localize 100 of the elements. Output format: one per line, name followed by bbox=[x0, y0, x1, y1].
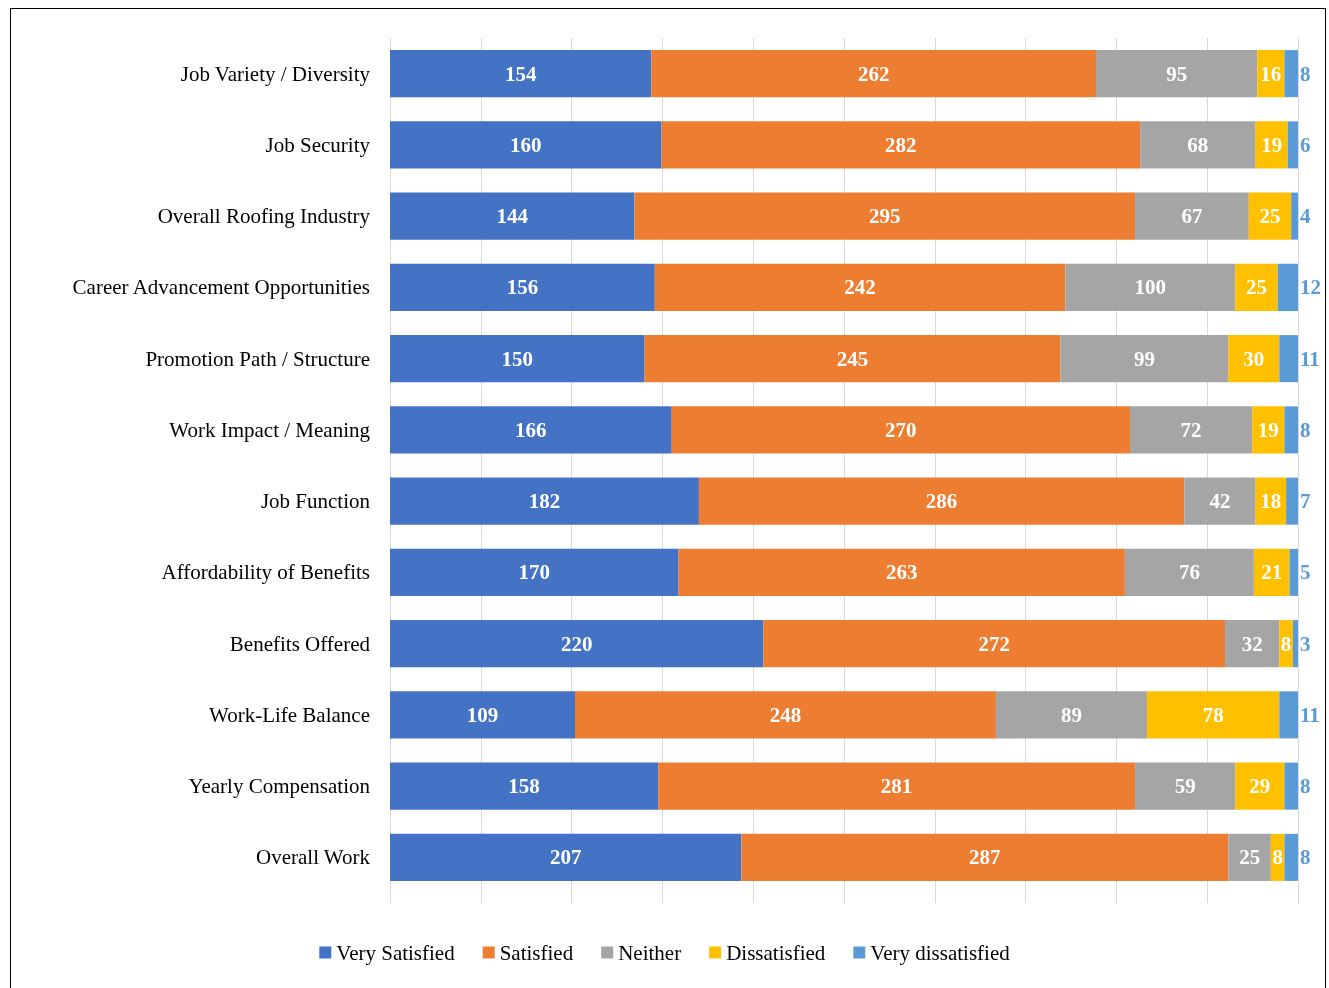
data-label: 4 bbox=[1300, 204, 1311, 229]
data-label: 32 bbox=[1241, 631, 1263, 656]
data-label: 295 bbox=[868, 204, 901, 229]
data-label: 144 bbox=[496, 204, 529, 229]
bar bbox=[390, 406, 672, 454]
bar bbox=[1228, 833, 1271, 881]
data-label: 30 bbox=[1243, 346, 1265, 371]
data-label: 8 bbox=[1300, 61, 1311, 86]
bar bbox=[1135, 192, 1249, 240]
bar bbox=[390, 192, 635, 240]
bar bbox=[1235, 762, 1285, 810]
bar bbox=[1289, 548, 1298, 596]
data-label: 6 bbox=[1300, 132, 1311, 157]
data-label: 8 bbox=[1280, 631, 1292, 656]
data-label: 16 bbox=[1260, 61, 1282, 86]
bar bbox=[1284, 50, 1298, 98]
data-label: 89 bbox=[1060, 702, 1082, 727]
bar bbox=[995, 691, 1147, 739]
bar bbox=[1140, 121, 1256, 169]
bar bbox=[390, 50, 652, 98]
data-label: 160 bbox=[510, 132, 542, 157]
data-label: 11 bbox=[1300, 702, 1320, 727]
bar bbox=[644, 335, 1061, 383]
data-label: 272 bbox=[978, 631, 1010, 656]
bar bbox=[1248, 192, 1292, 240]
data-label: 150 bbox=[501, 346, 534, 371]
data-label: 7 bbox=[1300, 489, 1311, 514]
bar bbox=[1184, 477, 1256, 525]
data-label: 156 bbox=[506, 275, 539, 300]
data-label: 8 bbox=[1300, 774, 1311, 799]
legend-label: Neither bbox=[618, 940, 682, 965]
data-label: 67 bbox=[1181, 204, 1203, 229]
data-label: 11 bbox=[1300, 346, 1320, 371]
bar bbox=[1292, 620, 1298, 668]
data-label: 3 bbox=[1300, 631, 1311, 656]
bar bbox=[390, 762, 659, 810]
legend-label: Very Satisfied bbox=[336, 940, 456, 965]
data-label: 245 bbox=[836, 346, 869, 371]
bar bbox=[390, 263, 655, 311]
data-label: 220 bbox=[560, 631, 593, 656]
data-label: 68 bbox=[1187, 132, 1209, 157]
y-tick-label: Yearly Compensation bbox=[188, 774, 371, 799]
data-label: 76 bbox=[1178, 560, 1200, 585]
data-label: 154 bbox=[504, 61, 537, 86]
bar bbox=[1235, 263, 1278, 311]
y-tick-label: Affordability of Benefits bbox=[161, 560, 370, 585]
data-label: 42 bbox=[1209, 489, 1231, 514]
bar bbox=[390, 691, 575, 739]
data-label: 263 bbox=[885, 560, 918, 585]
bar bbox=[390, 833, 742, 881]
data-label: 287 bbox=[969, 845, 1001, 870]
y-tick-label: Career Advancement Opportunities bbox=[72, 275, 370, 300]
bar bbox=[671, 406, 1130, 454]
bar bbox=[390, 548, 679, 596]
data-label: 25 bbox=[1259, 204, 1281, 229]
y-tick-label: Job Function bbox=[260, 489, 371, 514]
bar bbox=[1287, 121, 1298, 169]
bar bbox=[1284, 833, 1298, 881]
bar bbox=[1291, 192, 1298, 240]
data-label: 270 bbox=[885, 417, 917, 442]
data-label: 166 bbox=[515, 417, 547, 442]
bar bbox=[678, 548, 1125, 596]
data-label: 95 bbox=[1166, 61, 1188, 86]
bar bbox=[1277, 263, 1298, 311]
data-label: 170 bbox=[518, 560, 551, 585]
y-tick-label: Job Variety / Diversity bbox=[180, 61, 371, 86]
y-tick-label: Job Security bbox=[265, 132, 371, 157]
bar bbox=[1284, 762, 1298, 810]
data-label: 5 bbox=[1300, 560, 1311, 585]
y-tick-label: Promotion Path / Structure bbox=[145, 346, 370, 371]
y-tick-label: Work-Life Balance bbox=[209, 702, 370, 727]
bar bbox=[1129, 406, 1253, 454]
bar bbox=[1065, 263, 1236, 311]
data-label: 109 bbox=[466, 702, 499, 727]
y-tick-label: Benefits Offered bbox=[229, 631, 371, 656]
bar bbox=[1253, 548, 1290, 596]
data-label: 8 bbox=[1300, 845, 1311, 870]
bar bbox=[574, 691, 996, 739]
data-label: 12 bbox=[1300, 275, 1321, 300]
bar bbox=[1279, 691, 1298, 739]
data-label: 21 bbox=[1261, 560, 1283, 585]
data-label: 248 bbox=[769, 702, 802, 727]
data-label: 100 bbox=[1134, 275, 1167, 300]
data-label: 8 bbox=[1300, 417, 1311, 442]
bar bbox=[654, 263, 1066, 311]
bar bbox=[651, 50, 1097, 98]
data-label: 99 bbox=[1133, 346, 1155, 371]
bar bbox=[661, 121, 1141, 169]
data-label: 25 bbox=[1239, 845, 1261, 870]
bar bbox=[390, 121, 662, 169]
data-label: 207 bbox=[549, 845, 582, 870]
data-label: 19 bbox=[1257, 417, 1279, 442]
legend-label: Very dissatisfied bbox=[870, 940, 1011, 965]
bar bbox=[1284, 406, 1298, 454]
bar bbox=[763, 620, 1226, 668]
bar bbox=[634, 192, 1136, 240]
bar bbox=[1279, 335, 1298, 383]
data-label: 59 bbox=[1174, 774, 1196, 799]
bar bbox=[1135, 762, 1236, 810]
data-label: 281 bbox=[880, 774, 913, 799]
